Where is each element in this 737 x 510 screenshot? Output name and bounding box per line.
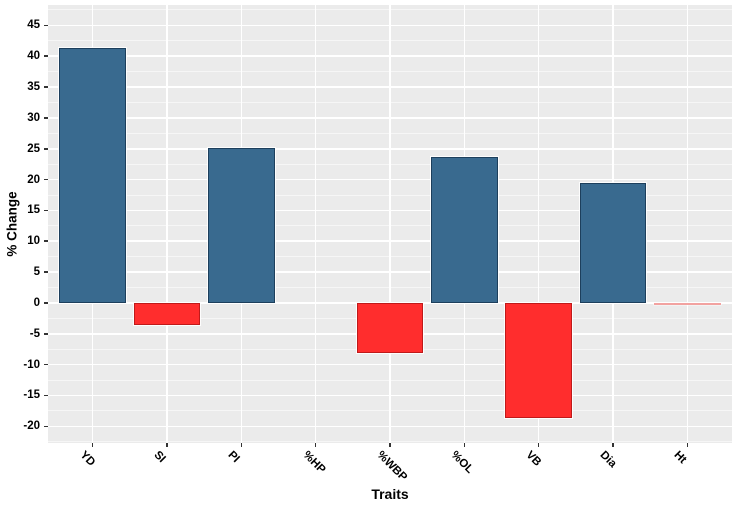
y-tick-mark [43,24,48,27]
y-tick-label: 30 [27,111,40,124]
bar-Ht [653,302,721,306]
x-tick-label: VB [523,449,543,469]
y-tick-mark [43,209,48,212]
x-tick-mark [91,443,94,447]
y-tick-mark [43,178,48,181]
y-tick-mark [43,117,48,119]
y-tick-label: -15 [23,389,40,402]
y-tick-mark [43,55,48,57]
x-tick-label: YD [77,449,97,469]
x-tick-mark [314,443,317,447]
x-axis-title: Traits [371,486,409,502]
x-tick-mark [612,443,614,447]
y-tick-label: -20 [23,420,40,433]
bar-VB [505,302,573,418]
gridline-vertical [537,5,540,443]
bar-Dia [579,183,647,303]
y-tick-mark [43,271,48,273]
y-tick-label: 10 [27,235,40,248]
x-tick-label: PI [225,449,242,466]
x-tick-mark [166,443,168,447]
y-tick-label: 40 [27,50,40,63]
y-tick-label: 15 [27,204,40,217]
gridline-vertical [686,5,689,443]
y-tick-label: 5 [33,266,40,279]
x-tick-label: Ht [671,449,689,467]
x-tick-label: %WBP [374,449,410,484]
y-tick-mark [43,363,48,366]
bar-SI [133,302,201,325]
y-tick-label: 45 [27,19,40,32]
bar-PI [207,148,275,303]
y-tick-label: -10 [23,358,40,371]
y-tick-mark [43,302,48,304]
y-tick-mark [43,394,48,397]
y-tick-label: 0 [33,296,40,309]
gridline-vertical [389,5,391,443]
bar-%OL [430,157,498,303]
y-tick-label: 35 [27,81,40,94]
y-tick-mark [43,425,48,428]
x-tick-label: %OL [448,449,476,477]
x-tick-mark [537,443,540,447]
x-tick-label: Dia [597,449,619,471]
bar-YD [59,48,127,303]
gridline-vertical [166,5,168,443]
gridline-vertical [314,5,317,443]
y-tick-mark [43,86,48,88]
y-tick-label: -5 [29,327,40,340]
x-tick-mark [686,443,689,447]
y-tick-label: 25 [27,142,40,155]
y-tick-mark [43,240,48,243]
x-tick-label: %HP [300,449,328,477]
y-tick-label: 20 [27,173,40,186]
x-tick-mark [463,443,466,447]
bar-%WBP [356,302,424,353]
x-tick-mark [240,443,243,447]
x-tick-mark [389,443,391,447]
plot-panel [48,5,732,443]
y-tick-mark [43,333,48,335]
y-tick-mark [43,147,48,150]
x-tick-label: SI [151,449,168,466]
